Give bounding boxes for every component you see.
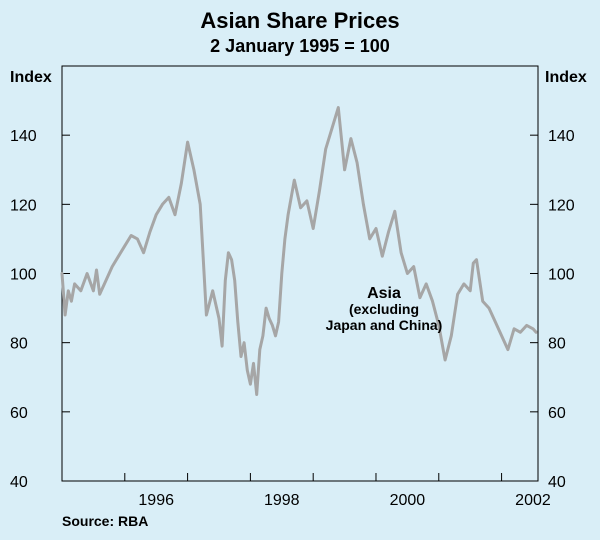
y-tick-label-right: 40 [548,474,566,491]
left-axis-unit: Index [10,69,52,86]
source-note: Source: RBA [62,513,148,529]
y-tick-label-right: 120 [548,197,575,214]
y-tick-label-right: 60 [548,405,566,422]
y-tick-label-left: 140 [10,128,37,145]
y-tick-label-right: 80 [548,336,566,353]
x-tick-label: 2000 [390,492,426,509]
right-axis-unit: Index [545,69,587,86]
annotation-line2: (excluding [349,301,419,317]
y-tick-label-right: 140 [548,128,575,145]
y-tick-label-left: 80 [10,336,28,353]
series-line [60,106,538,396]
annotation-line1: Asia [367,285,401,302]
y-tick-label-left: 60 [10,405,28,422]
x-tick-label: 1996 [138,492,174,509]
plot-area [61,65,539,482]
y-tick-label-left: 100 [10,267,37,284]
y-tick-label-left: 40 [10,474,28,491]
y-tick-label-right: 100 [548,267,575,284]
chart-title: Asian Share Prices [200,8,399,33]
ticks: 40 40 60 60 80 80 100 100 120 120 140 140 1996 1998 20… [10,128,575,509]
y-tick-label-left: 120 [10,197,37,214]
annotation-line3: Japan and China) [326,317,443,333]
chart-subtitle: 2 January 1995 = 100 [210,36,390,56]
x-tick-label: 1998 [264,492,300,509]
x-tick-label: 2002 [515,492,551,509]
series-layer [60,106,538,396]
